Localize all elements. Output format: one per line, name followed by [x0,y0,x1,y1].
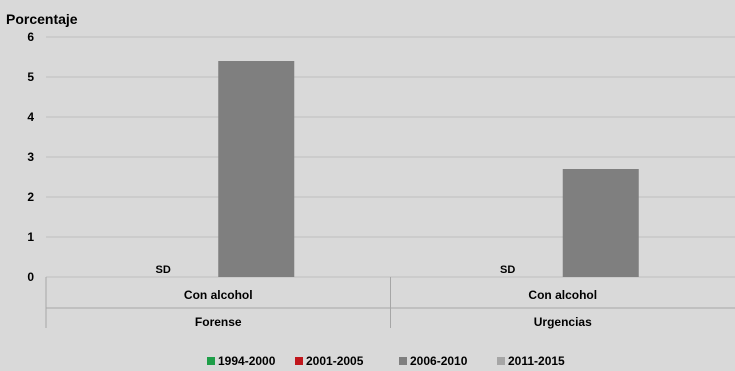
x-subcategory-label: Con alcohol [184,288,253,302]
y-tick-label: 3 [27,150,34,164]
bar-2006-2010-1 [562,169,639,277]
y-tick-label: 1 [27,230,34,244]
legend-swatch [399,357,407,365]
y-axis-label: Porcentaje [6,11,78,27]
x-subcategory-label: Con alcohol [528,288,597,302]
legend-swatch [295,357,303,365]
sd-annotation: SD [155,264,170,276]
legend-swatch [207,357,215,365]
legend-label: 2011-2015 [508,354,565,368]
y-tick-label: 2 [27,190,34,204]
legend-label: 2001-2005 [306,354,364,368]
legend-label: 2006-2010 [410,354,468,368]
y-tick-label: 6 [27,30,34,44]
y-tick-label: 4 [27,110,34,124]
x-group-label: Urgencias [534,315,592,329]
bar-2006-2010-0 [218,61,295,277]
x-group-label: Forense [195,315,242,329]
legend-swatch [497,357,505,365]
sd-annotation: SD [500,264,515,276]
y-tick-label: 5 [27,70,34,84]
y-tick-label: 0 [27,270,34,284]
legend-label: 1994-2000 [218,354,276,368]
